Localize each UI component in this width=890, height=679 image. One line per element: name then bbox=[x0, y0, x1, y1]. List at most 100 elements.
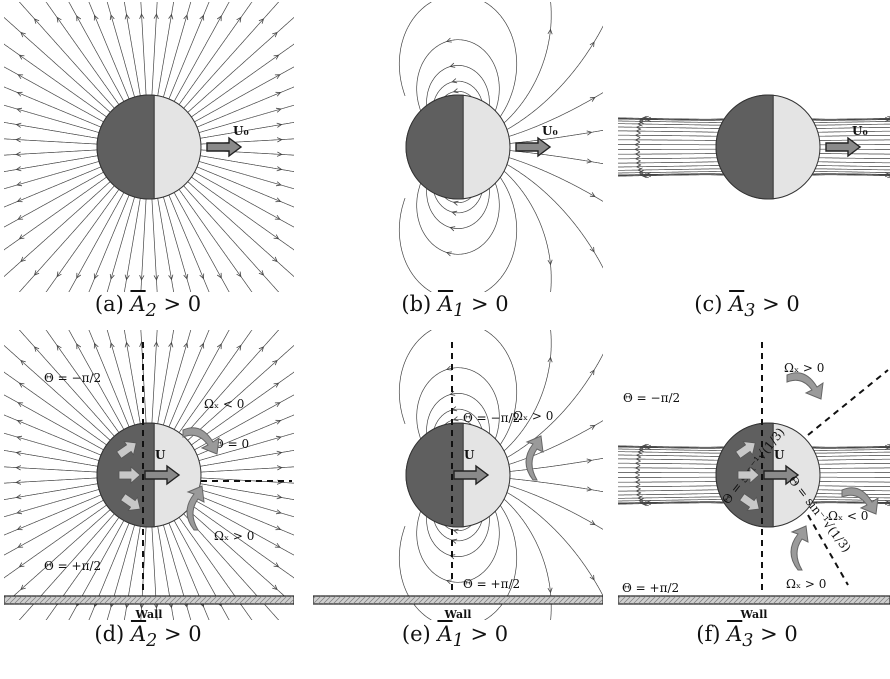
velocity-label: U bbox=[155, 448, 166, 462]
streamline-arrowhead bbox=[276, 166, 283, 172]
caption-b: (b) A1 > 0 bbox=[307, 292, 603, 321]
wall-hatch-line bbox=[407, 595, 417, 605]
wall-hatch-line bbox=[652, 595, 662, 605]
streamline bbox=[172, 2, 253, 114]
streamline bbox=[172, 180, 253, 292]
streamline bbox=[179, 344, 294, 449]
streamline bbox=[155, 2, 175, 107]
streamline-arrowhead bbox=[449, 554, 456, 560]
caption-relation: > 0 bbox=[163, 622, 202, 646]
streamline bbox=[45, 180, 126, 292]
streamline bbox=[796, 445, 890, 449]
wall-hatch-line bbox=[178, 595, 188, 605]
wall-hatch-line bbox=[173, 595, 183, 605]
streamline-arrowhead bbox=[275, 509, 282, 515]
wall-hatch-line bbox=[33, 595, 43, 605]
streamline-arrowhead bbox=[16, 107, 23, 113]
wall-hatch-line bbox=[487, 595, 497, 605]
streamline bbox=[618, 458, 730, 461]
streamline-arrowhead bbox=[17, 74, 24, 80]
wall-hatch-line bbox=[532, 595, 542, 605]
streamline bbox=[188, 432, 294, 465]
streamlines bbox=[4, 330, 294, 620]
streamline-arrowhead bbox=[139, 13, 145, 20]
streamline-arrowhead bbox=[634, 474, 640, 480]
wall-hatch-line bbox=[38, 595, 48, 605]
streamline bbox=[182, 498, 294, 579]
streamline bbox=[618, 134, 729, 137]
streamline-plot-a: U₀ bbox=[4, 2, 294, 292]
streamline-arrowhead bbox=[449, 390, 456, 396]
streamline bbox=[618, 165, 732, 168]
streamline-arrowhead bbox=[258, 346, 265, 352]
streamline bbox=[18, 177, 123, 292]
streamline bbox=[155, 330, 175, 435]
wall-hatch-line bbox=[572, 595, 582, 605]
streamline-arrowhead bbox=[124, 341, 130, 348]
orientation-arrow bbox=[735, 441, 756, 459]
streamline bbox=[618, 161, 730, 164]
streamline-arrowhead bbox=[275, 525, 282, 531]
streamline bbox=[618, 448, 737, 451]
streamline-arrowhead bbox=[93, 342, 99, 349]
wall-hatch-line bbox=[288, 598, 294, 605]
streamline-arrowhead bbox=[216, 272, 222, 279]
wall-hatch-line bbox=[387, 595, 397, 605]
wall-label: Wall bbox=[444, 608, 472, 620]
streamline-arrowhead bbox=[638, 498, 644, 504]
wall-hatch-line bbox=[118, 595, 128, 605]
wall-hatch-line bbox=[382, 595, 392, 605]
streamline bbox=[189, 121, 294, 141]
streamline bbox=[618, 499, 737, 502]
streamline bbox=[4, 121, 109, 141]
wall-hatch-line bbox=[397, 595, 407, 605]
streamline bbox=[88, 184, 134, 292]
streamline-arrowhead bbox=[589, 192, 596, 198]
streamline bbox=[179, 173, 294, 278]
wall-hatch-line bbox=[113, 595, 123, 605]
streamline bbox=[498, 130, 603, 145]
wall bbox=[313, 595, 603, 605]
streamline-arrowhead bbox=[109, 342, 115, 349]
wall-hatch-line bbox=[757, 595, 767, 605]
streamline-arrowhead bbox=[183, 273, 189, 280]
streamline bbox=[618, 467, 728, 469]
wall-hatch-line bbox=[228, 595, 238, 605]
streamline bbox=[494, 2, 552, 131]
streamline bbox=[68, 2, 130, 112]
wall-hatch-line bbox=[647, 595, 657, 605]
wall-hatch-line bbox=[822, 595, 832, 605]
streamline bbox=[4, 498, 116, 579]
streamline-arrowhead bbox=[547, 587, 553, 594]
streamline bbox=[496, 25, 603, 136]
streamline-arrowhead bbox=[547, 356, 553, 363]
streamline-arrowhead bbox=[16, 525, 23, 531]
streamline-arrowhead bbox=[634, 479, 641, 485]
streamline bbox=[618, 502, 743, 508]
wall-hatch-line bbox=[637, 595, 647, 605]
streamline-arrowhead bbox=[183, 342, 189, 349]
streamline-arrowhead bbox=[452, 88, 459, 94]
streamline bbox=[618, 485, 729, 488]
streamline-arrowhead bbox=[275, 197, 282, 203]
streamline bbox=[806, 458, 890, 461]
velocity-arrow bbox=[453, 464, 490, 486]
annotation-label: Θ = −π/2 bbox=[463, 411, 520, 425]
streamline-arrowhead bbox=[16, 509, 23, 515]
wall-hatch-line bbox=[507, 595, 517, 605]
wall-hatch-line bbox=[618, 595, 622, 600]
streamline bbox=[796, 117, 890, 121]
caption-subscript: 3 bbox=[744, 301, 756, 322]
streamline-arrowhead bbox=[272, 256, 278, 263]
wall-hatch-line bbox=[88, 595, 98, 605]
wall-hatch-line bbox=[632, 595, 642, 605]
wall-hatch-line bbox=[377, 595, 387, 605]
wall-hatch-line bbox=[13, 595, 23, 605]
wall-hatch-line bbox=[352, 595, 362, 605]
wall-hatch-line bbox=[422, 595, 432, 605]
caption-letter: (a) bbox=[94, 292, 124, 316]
streamline bbox=[426, 173, 490, 229]
panel-a: U₀ bbox=[4, 2, 294, 292]
streamline-arrowhead bbox=[638, 170, 644, 176]
streamline-arrowhead bbox=[639, 171, 645, 178]
